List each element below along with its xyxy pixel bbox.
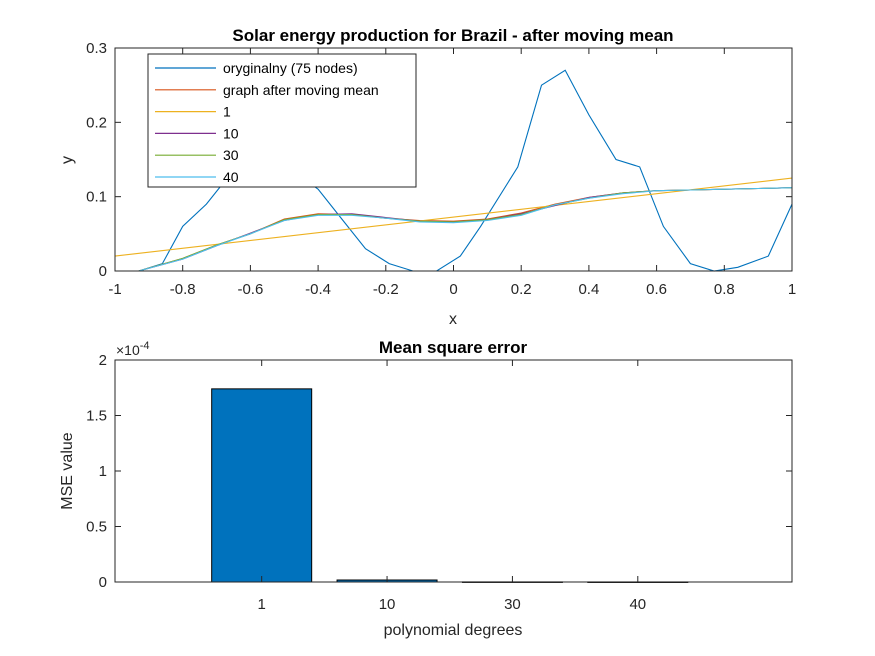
legend-label-1: graph after moving mean [223,82,379,98]
line-chart-title: Solar energy production for Brazil - aft… [232,26,673,45]
legend-label-3: 10 [223,125,239,141]
x-tick-label: -0.2 [373,281,399,298]
x-tick-label: 0.4 [578,281,599,298]
legend-label-4: 30 [223,147,239,163]
y-tick-label: 0.3 [86,40,107,57]
bar-y-tick-label: 0.5 [86,519,107,536]
line-chart-x-ticks: -1 -0.8 -0.6 -0.4 -0.2 0 0.2 0.4 0.6 0.8 1 [108,48,796,298]
line-chart-x-axis-label: x [449,311,457,328]
x-tick-label: 1 [788,281,796,298]
legend-box [147,53,417,188]
line-chart-y-ticks: 0 0.1 0.2 0.3 [86,40,792,280]
x-tick-label: -0.4 [305,281,331,298]
bar-chart: 1 10 30 40 0 0.5 1 1.5 2 ×10-4 Mean square erro… [59,338,793,639]
bar-y-tick-label: 2 [99,352,107,369]
legend-label-5: 40 [223,169,239,185]
x-tick-label: 0.2 [511,281,532,298]
bar-chart-x-axis-label: polynomial degrees [384,622,523,639]
bar-x-tick-label: 1 [258,596,266,613]
bar-chart-x-ticks: 1 10 30 40 [258,360,646,613]
x-tick-label: -0.6 [237,281,263,298]
bar-y-tick-label: 1 [99,463,107,480]
x-tick-label: 0.8 [714,281,735,298]
bar-x-tick-label: 30 [504,596,521,613]
bar-chart-exponent-base: ×10 [116,342,140,358]
line-chart-legend[interactable]: oryginalny (75 nodes) graph after moving … [147,53,417,188]
line-chart-y-axis-label: y [59,156,76,164]
legend-label-2: 1 [223,104,231,120]
y-tick-label: 0 [99,263,107,280]
legend-items: oryginalny (75 nodes) graph after moving … [155,60,379,185]
bar-y-tick-label: 1.5 [86,408,107,425]
bar-1 [211,388,313,583]
bar-x-tick-label: 10 [379,596,396,613]
series-line-2 [114,177,793,257]
bar-chart-y-ticks: 0 0.5 1 1.5 2 [86,352,792,591]
series-line-5 [138,187,793,272]
y-tick-label: 0.1 [86,189,107,206]
bar-x-tick-label: 40 [629,596,646,613]
bar-chart-exponent-power: -4 [140,340,150,352]
x-tick-label: 0.6 [646,281,667,298]
x-tick-label: -0.8 [170,281,196,298]
line-chart: -1 -0.8 -0.6 -0.4 -0.2 0 0.2 0.4 0.6 0.8 1 0 0.1 0.2… [59,26,796,328]
bar-chart-exponent-label: ×10-4 [116,340,150,358]
legend-label-0: oryginalny (75 nodes) [223,60,358,76]
y-tick-label: 0.2 [86,114,107,131]
x-tick-label: 0 [449,281,457,298]
bar-y-tick-label: 0 [99,574,107,591]
x-tick-label: -1 [108,281,121,298]
bar-chart-title: Mean square error [379,338,528,357]
bar-chart-y-axis-label: MSE value [59,432,76,509]
